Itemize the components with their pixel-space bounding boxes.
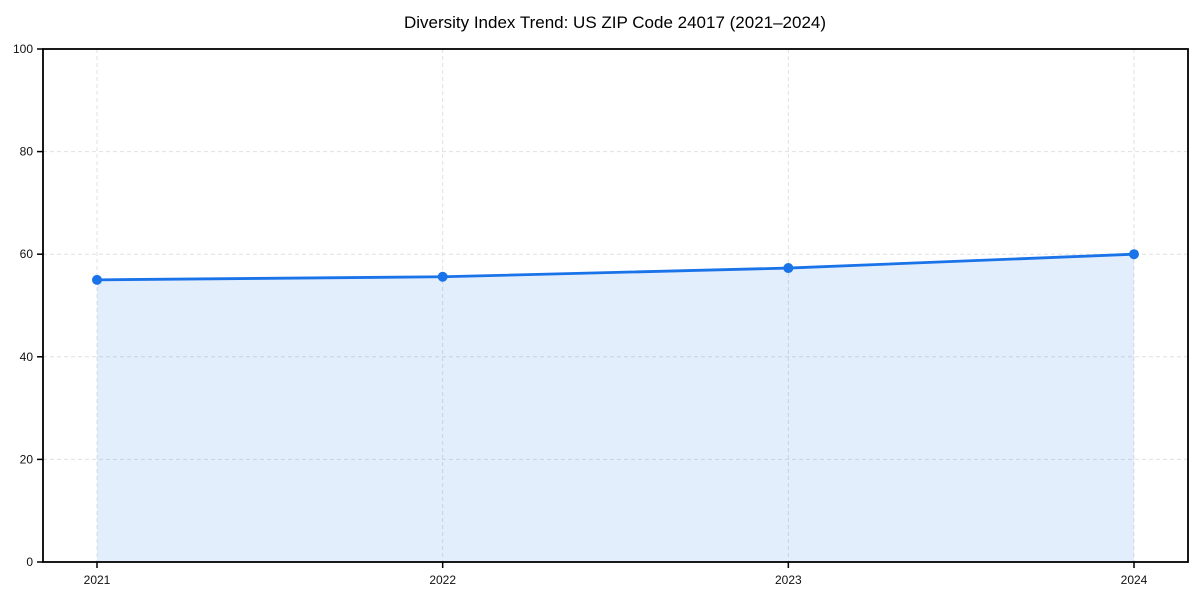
- y-tick-label: 80: [20, 145, 34, 159]
- data-point: [783, 263, 794, 274]
- data-point: [92, 274, 102, 285]
- y-tick-label: 20: [20, 452, 34, 466]
- series-layer: [92, 249, 1139, 562]
- y-tick-label: 100: [13, 42, 33, 56]
- y-tick-label: 60: [20, 247, 34, 261]
- y-tick-label: 40: [20, 350, 34, 364]
- data-point: [1129, 249, 1139, 260]
- data-point: [437, 271, 448, 282]
- y-tick-label: 0: [26, 555, 33, 569]
- x-tick-label: 2023: [775, 573, 802, 587]
- plot-border: [42, 48, 1189, 563]
- x-tick-label: 2022: [429, 573, 456, 587]
- axes-layer: 0 20 40 60 80 100 2021 2022 2023 2024: [13, 42, 1148, 587]
- gridlines-layer: [43, 49, 1188, 562]
- area-fill: [97, 254, 1134, 562]
- trend-line: [95, 252, 1136, 282]
- chart-title: Diversity Index Trend: US ZIP Code 24017…: [404, 13, 826, 32]
- x-tick-label: 2021: [84, 573, 111, 587]
- x-tick-label: 2024: [1121, 573, 1148, 587]
